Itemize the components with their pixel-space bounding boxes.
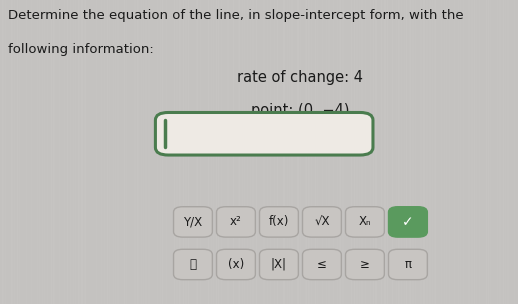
FancyBboxPatch shape — [174, 249, 212, 280]
Text: Xₙ: Xₙ — [358, 216, 371, 228]
Text: 🗑: 🗑 — [190, 258, 196, 271]
Text: √X: √X — [314, 216, 329, 228]
FancyBboxPatch shape — [260, 207, 298, 237]
FancyBboxPatch shape — [155, 112, 373, 155]
Text: ✓: ✓ — [402, 215, 414, 229]
FancyBboxPatch shape — [217, 249, 255, 280]
Text: Determine the equation of the line, in slope-intercept form, with the: Determine the equation of the line, in s… — [8, 9, 464, 22]
Text: f(x): f(x) — [269, 216, 289, 228]
FancyBboxPatch shape — [346, 207, 384, 237]
FancyBboxPatch shape — [346, 249, 384, 280]
Text: following information:: following information: — [8, 43, 153, 56]
Text: ≤: ≤ — [317, 258, 327, 271]
Text: point: (0, −4): point: (0, −4) — [251, 103, 350, 118]
Text: (x): (x) — [228, 258, 244, 271]
Text: π: π — [405, 258, 411, 271]
FancyBboxPatch shape — [303, 249, 341, 280]
Text: ≥: ≥ — [360, 258, 370, 271]
FancyBboxPatch shape — [174, 207, 212, 237]
FancyBboxPatch shape — [388, 207, 427, 237]
Text: rate of change: 4: rate of change: 4 — [237, 70, 364, 85]
FancyBboxPatch shape — [388, 249, 427, 280]
Text: Y/X: Y/X — [183, 216, 203, 228]
FancyBboxPatch shape — [217, 207, 255, 237]
FancyBboxPatch shape — [303, 207, 341, 237]
Text: x²: x² — [230, 216, 242, 228]
FancyBboxPatch shape — [260, 249, 298, 280]
Text: |X|: |X| — [271, 258, 287, 271]
